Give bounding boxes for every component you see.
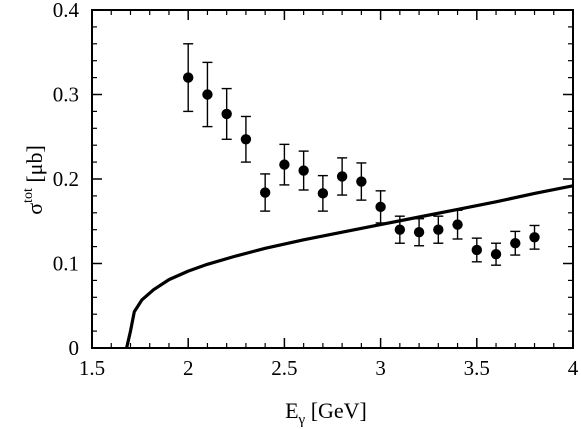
data-marker bbox=[298, 165, 309, 176]
y-tick-label: 0.4 bbox=[53, 0, 80, 22]
x-tick-label: 3.5 bbox=[464, 356, 490, 380]
x-axis-label: Eγ [GeV] bbox=[285, 398, 367, 428]
data-marker bbox=[490, 249, 502, 260]
model-curve bbox=[125, 184, 573, 348]
data-marker bbox=[375, 201, 386, 213]
x-tick-label: 1.5 bbox=[79, 356, 105, 380]
data-marker bbox=[433, 224, 444, 235]
data-point bbox=[529, 224, 540, 250]
data-point bbox=[471, 237, 482, 263]
data-point bbox=[202, 61, 213, 128]
data-point bbox=[279, 143, 290, 186]
y-tick-label: 0.2 bbox=[53, 167, 79, 191]
data-point bbox=[452, 209, 463, 240]
data-point bbox=[433, 215, 444, 244]
data-marker bbox=[471, 244, 482, 256]
plot-frame bbox=[91, 9, 574, 349]
y-tick-label: 0.3 bbox=[53, 83, 79, 107]
data-marker bbox=[510, 238, 521, 249]
data-marker bbox=[240, 134, 252, 145]
y-tick-label: 0 bbox=[69, 336, 80, 360]
data-marker bbox=[452, 219, 463, 230]
data-marker bbox=[529, 232, 540, 243]
data-marker bbox=[202, 89, 213, 100]
points-layer bbox=[183, 43, 540, 266]
x-tick-label: 4 bbox=[568, 356, 579, 380]
x-tick-label: 3 bbox=[375, 356, 386, 380]
tick-labels: 1.5 2 2.5 3 3.5 4 0 0.1 0.2 0.3 0.4 bbox=[53, 0, 579, 380]
data-point bbox=[259, 173, 271, 212]
data-point bbox=[221, 87, 232, 140]
data-point bbox=[490, 242, 502, 266]
data-marker bbox=[336, 171, 348, 182]
axis-ticks bbox=[91, 9, 574, 349]
data-marker bbox=[394, 224, 406, 235]
x-tick-label: 2 bbox=[183, 356, 194, 380]
data-marker bbox=[279, 159, 290, 170]
data-marker bbox=[356, 176, 367, 187]
data-marker bbox=[413, 227, 425, 238]
data-marker bbox=[183, 72, 194, 83]
data-point bbox=[298, 150, 309, 191]
data-point bbox=[240, 115, 252, 163]
data-point bbox=[510, 230, 521, 256]
data-point bbox=[356, 162, 367, 201]
data-point bbox=[336, 157, 348, 196]
curve-layer bbox=[125, 184, 573, 348]
y-tick-label: 0.1 bbox=[53, 252, 79, 276]
data-point bbox=[394, 215, 406, 244]
x-tick-label: 2.5 bbox=[271, 356, 297, 380]
data-point bbox=[317, 174, 329, 212]
data-point bbox=[375, 190, 386, 224]
data-marker bbox=[317, 188, 329, 199]
y-axis-label: σtot [μb] bbox=[21, 145, 47, 215]
data-marker bbox=[259, 187, 271, 198]
data-point bbox=[413, 218, 425, 247]
data-marker bbox=[221, 108, 232, 120]
data-point bbox=[183, 43, 194, 113]
